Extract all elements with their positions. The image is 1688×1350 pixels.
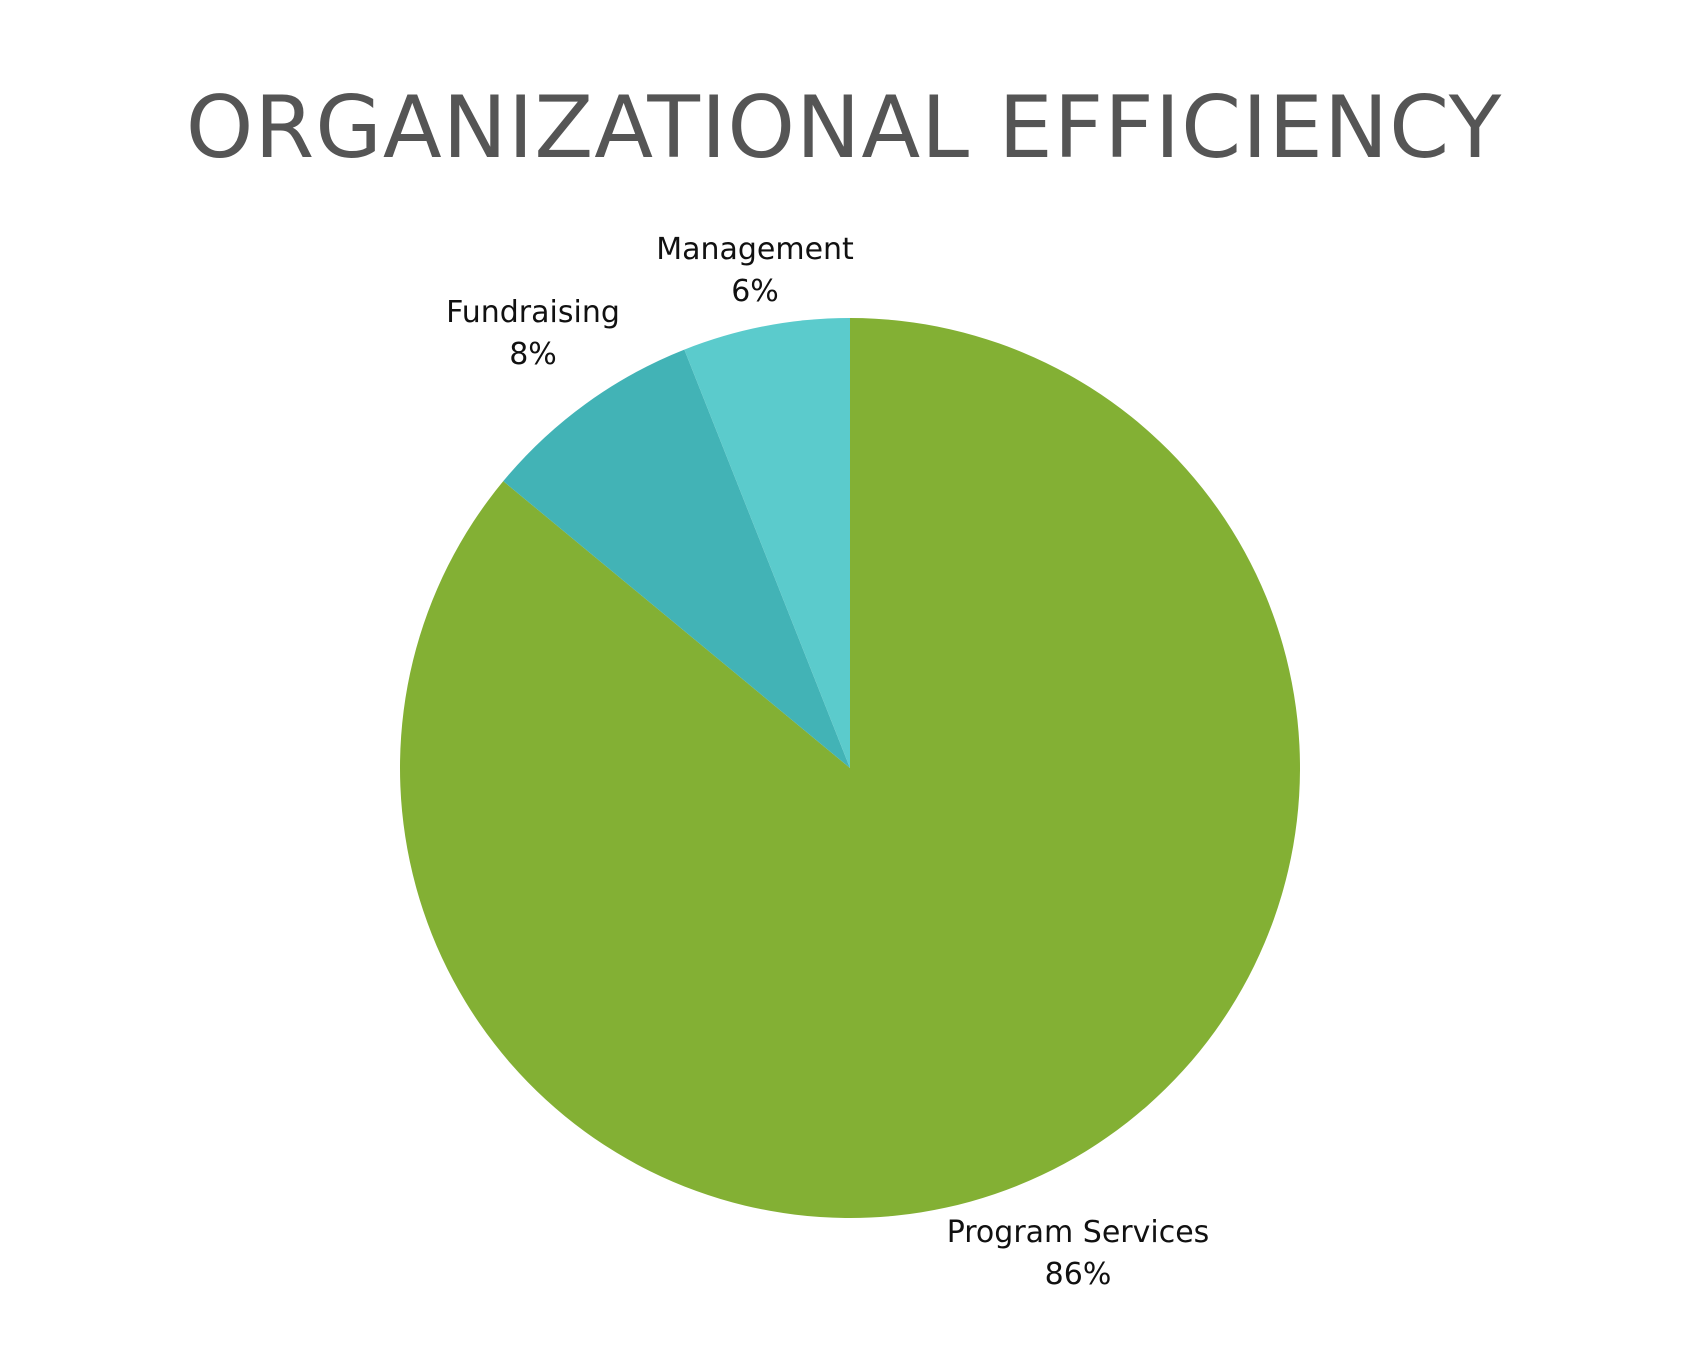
slice-category-label: Management — [656, 232, 854, 267]
slice-category-label: Program Services — [947, 1215, 1210, 1250]
chart-title: ORGANIZATIONAL EFFICIENCY — [185, 78, 1503, 178]
pie-slice-fundraising — [503, 349, 850, 768]
pie-slices — [399, 318, 1301, 1218]
slice-value-label: 86% — [1045, 1257, 1112, 1292]
slice-value-label: 8% — [509, 337, 557, 372]
pie-slice-management — [684, 318, 850, 768]
pie-labels: Program Services 86% Fundraising 8% Manageme… — [446, 232, 1209, 1292]
slice-value-label: 6% — [731, 274, 779, 309]
slice-category-label: Fundraising — [446, 295, 620, 330]
